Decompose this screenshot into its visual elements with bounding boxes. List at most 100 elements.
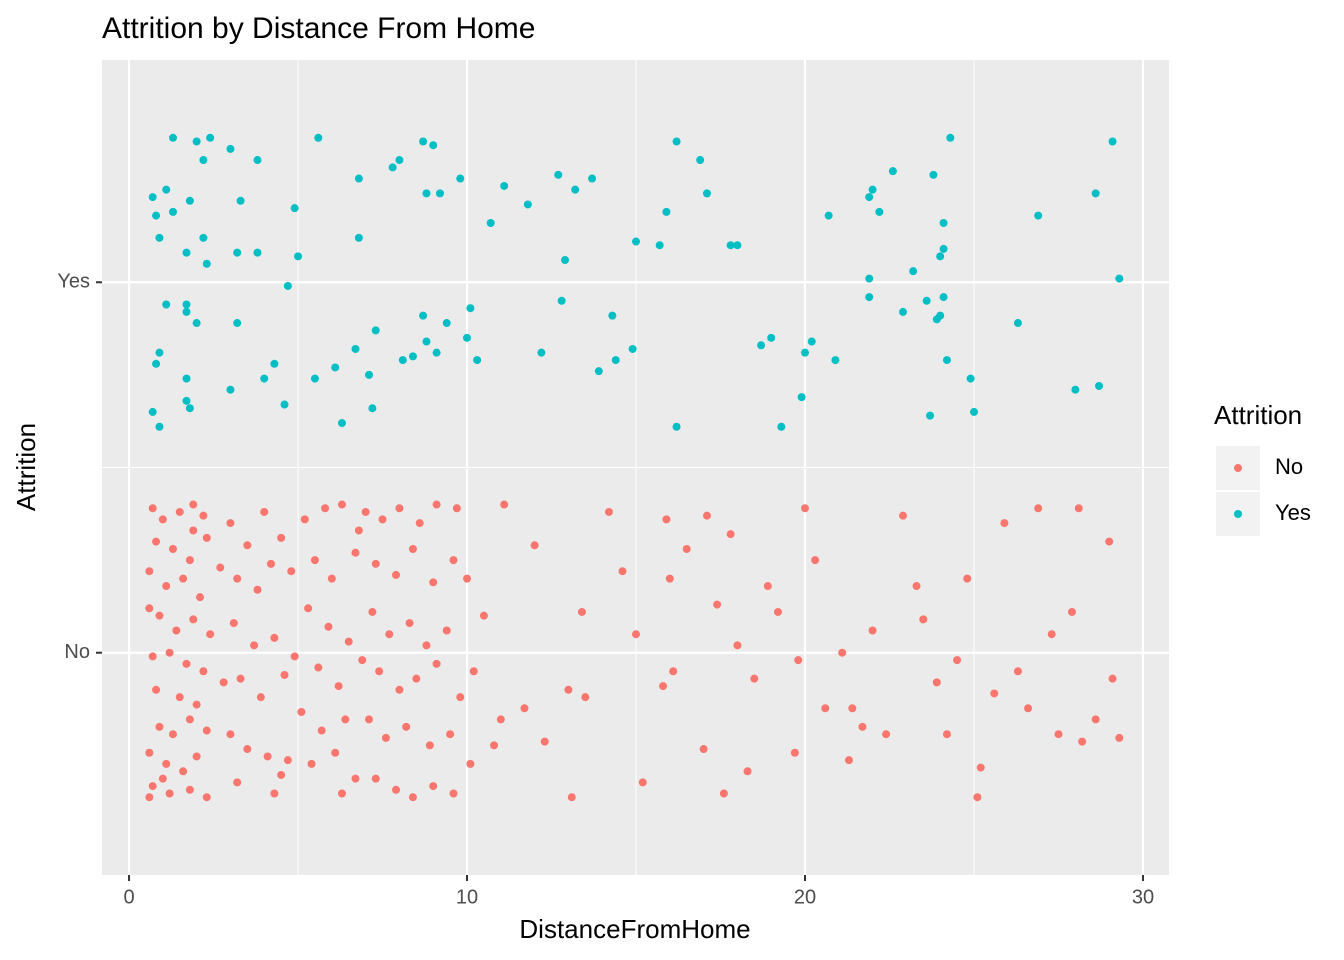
point xyxy=(233,319,242,328)
point xyxy=(608,311,617,320)
point xyxy=(260,374,269,383)
point xyxy=(811,556,820,565)
point xyxy=(435,189,444,198)
point xyxy=(202,793,211,802)
point xyxy=(344,637,353,646)
point xyxy=(899,511,908,520)
point xyxy=(463,333,472,342)
point xyxy=(368,607,377,616)
point xyxy=(757,341,766,350)
point xyxy=(145,748,154,757)
point xyxy=(939,244,948,253)
point xyxy=(702,189,711,198)
point xyxy=(229,619,238,628)
legend-title: Attrition xyxy=(1214,400,1302,430)
point xyxy=(182,396,191,405)
point xyxy=(655,241,664,250)
point xyxy=(665,574,674,583)
point xyxy=(868,626,877,635)
point xyxy=(304,604,313,613)
point xyxy=(632,237,641,246)
x-tick-label: 0 xyxy=(123,886,134,908)
point xyxy=(1013,319,1022,328)
point xyxy=(219,678,228,687)
point xyxy=(371,774,380,783)
point xyxy=(936,311,945,320)
point xyxy=(942,730,951,739)
point xyxy=(858,722,867,731)
y-tick-label: Yes xyxy=(57,271,90,293)
point xyxy=(449,789,458,798)
point xyxy=(392,570,401,579)
point xyxy=(1095,382,1104,390)
point xyxy=(243,541,252,550)
point xyxy=(334,682,343,691)
point xyxy=(226,519,235,528)
point xyxy=(1078,737,1087,746)
point xyxy=(189,615,198,624)
point xyxy=(189,526,198,535)
point xyxy=(432,348,441,357)
point xyxy=(277,533,286,542)
point xyxy=(662,515,671,524)
point xyxy=(179,767,188,776)
point xyxy=(969,407,978,416)
point xyxy=(638,778,647,787)
point xyxy=(365,370,374,379)
point xyxy=(865,193,874,202)
point xyxy=(145,567,154,576)
point xyxy=(946,133,955,142)
point xyxy=(270,633,279,642)
point xyxy=(392,785,401,794)
point xyxy=(236,674,245,683)
point xyxy=(185,715,194,724)
x-tick-label: 10 xyxy=(456,886,478,908)
point xyxy=(408,352,417,361)
point xyxy=(182,300,191,309)
point xyxy=(189,500,198,509)
point xyxy=(152,211,161,220)
point xyxy=(152,685,161,694)
point xyxy=(354,233,363,242)
legend-label: No xyxy=(1275,454,1303,479)
point xyxy=(192,319,201,328)
point xyxy=(290,204,299,213)
legend-marker xyxy=(1234,510,1242,518)
point xyxy=(479,611,488,620)
point xyxy=(1108,137,1117,146)
point xyxy=(280,670,289,679)
point xyxy=(152,359,161,368)
point xyxy=(743,767,752,776)
point xyxy=(1091,189,1100,198)
point xyxy=(283,281,292,290)
point xyxy=(939,293,948,302)
point xyxy=(1034,504,1043,513)
point xyxy=(341,715,350,724)
point xyxy=(564,685,573,694)
point xyxy=(216,563,225,572)
point xyxy=(381,733,390,742)
point xyxy=(202,259,211,268)
point xyxy=(865,293,874,302)
x-tick-label: 20 xyxy=(794,886,816,908)
point xyxy=(473,356,482,365)
point xyxy=(331,748,340,757)
point xyxy=(388,163,397,172)
point xyxy=(1068,607,1076,616)
point xyxy=(202,533,211,542)
point xyxy=(351,344,360,353)
point xyxy=(976,763,985,772)
point xyxy=(182,307,191,316)
point xyxy=(168,730,177,739)
point xyxy=(496,715,505,724)
point xyxy=(926,411,935,420)
point xyxy=(848,704,857,713)
point xyxy=(263,752,272,761)
point xyxy=(297,708,306,716)
point xyxy=(412,674,421,683)
point xyxy=(932,678,941,687)
point xyxy=(719,789,728,798)
point xyxy=(594,367,603,376)
point xyxy=(973,793,982,802)
point xyxy=(408,545,417,553)
